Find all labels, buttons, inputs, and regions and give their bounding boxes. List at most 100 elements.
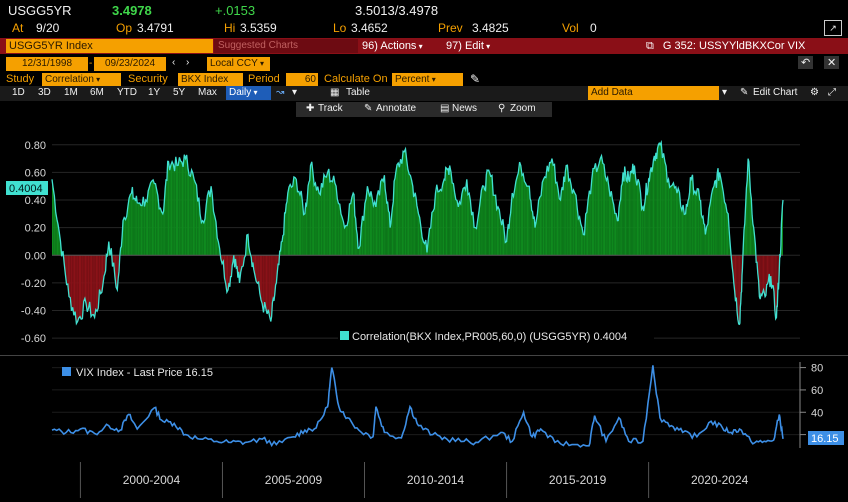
correlation-positive-fill <box>716 173 718 256</box>
period-3d[interactable]: 3D <box>38 87 51 98</box>
correlation-positive-fill <box>392 201 394 256</box>
vix-line <box>51 365 784 448</box>
correlation-positive-fill <box>521 173 524 256</box>
study-select[interactable]: Correlation <box>42 73 121 87</box>
correlation-positive-fill <box>167 161 169 256</box>
edit-chart-button[interactable]: Edit Chart <box>753 87 798 98</box>
news-button[interactable]: News <box>452 103 478 114</box>
end-date-input[interactable]: 09/23/2024 <box>94 57 166 71</box>
correlation-positive-fill <box>514 181 516 256</box>
correlation-positive-fill <box>396 163 399 256</box>
study-security-input[interactable]: BKX Index <box>178 73 243 87</box>
currency-select[interactable]: Local CCY <box>207 57 270 71</box>
undo-icon[interactable]: ↶ <box>798 56 814 69</box>
correlation-positive-fill <box>562 176 564 256</box>
period-label: Period <box>248 73 280 85</box>
period-input[interactable]: 60 <box>286 73 318 87</box>
annotate-button[interactable]: Annotate <box>376 103 417 114</box>
settings-icon[interactable]: ⚙ <box>810 87 819 98</box>
correlation-positive-fill <box>714 180 716 256</box>
suggested-charts-button[interactable]: Suggested Charts <box>214 39 358 53</box>
correlation-positive-fill <box>632 163 634 256</box>
correlation-positive-fill <box>308 182 309 256</box>
correlation-positive-fill <box>301 190 303 256</box>
correlation-positive-fill <box>340 214 343 256</box>
correlation-legend-box <box>338 329 654 343</box>
correlation-positive-fill <box>519 162 521 256</box>
correlation-positive-fill <box>606 177 608 256</box>
correlation-negative-fill <box>94 255 96 318</box>
vix-chart[interactable]: 80604020 VIX Index - Last Price 16.15 16… <box>0 356 848 462</box>
track-button[interactable]: Track <box>318 103 343 114</box>
popout-icon[interactable]: ↗ <box>824 20 842 36</box>
correlation-positive-fill <box>678 188 680 256</box>
add-data-input[interactable]: Add Data <box>588 86 719 100</box>
correlation-positive-fill <box>526 186 529 256</box>
correlation-positive-fill <box>387 201 389 256</box>
correlation-positive-fill <box>338 203 340 256</box>
correlation-positive-fill <box>572 190 574 256</box>
correlation-positive-fill <box>725 204 727 256</box>
correlation-positive-fill <box>386 194 387 256</box>
correlation-positive-fill <box>325 176 327 256</box>
correlation-positive-fill <box>458 201 460 256</box>
period-5y[interactable]: 5Y <box>173 87 186 98</box>
correlation-positive-fill <box>371 191 373 256</box>
security-field[interactable]: USGG5YR Index <box>6 39 213 53</box>
correlation-ytick-label: 0.40 <box>25 195 46 207</box>
calc-select[interactable]: Percent <box>392 73 463 87</box>
correlation-positive-fill <box>200 214 202 256</box>
correlation-positive-fill <box>477 211 479 256</box>
period-1y[interactable]: 1Y <box>148 87 161 98</box>
correlation-positive-fill <box>315 183 317 256</box>
close-icon[interactable]: ✕ <box>824 56 840 69</box>
frequency-select[interactable]: Daily <box>226 86 271 100</box>
correlation-positive-fill <box>505 241 507 256</box>
period-1d[interactable]: 1D <box>12 87 25 98</box>
correlation-positive-fill <box>616 213 618 256</box>
correlation-positive-fill <box>144 200 146 256</box>
period-6m[interactable]: 6M <box>90 87 104 98</box>
correlation-positive-fill <box>627 170 628 256</box>
correlation-positive-fill <box>468 193 470 256</box>
correlation-positive-fill <box>663 153 665 256</box>
correlation-positive-fill <box>442 179 445 256</box>
prev-range-icon[interactable]: ‹ <box>172 57 176 68</box>
correlation-positive-fill <box>298 191 300 256</box>
correlation-positive-fill <box>667 179 669 256</box>
correlation-positive-fill <box>619 199 621 256</box>
correlation-positive-fill <box>345 225 348 256</box>
correlation-positive-fill <box>459 201 461 256</box>
correlation-negative-fill <box>95 255 98 312</box>
correlation-positive-fill <box>674 186 676 256</box>
correlation-negative-fill <box>70 255 72 311</box>
correlation-positive-fill <box>631 163 633 256</box>
period-max[interactable]: Max <box>198 87 217 98</box>
correlation-positive-fill <box>196 185 198 256</box>
actions-menu[interactable]: 96) Actions <box>362 39 423 53</box>
external-link-icon[interactable]: ⧉ <box>646 40 654 52</box>
line-chart-icon[interactable]: ↝ <box>276 87 285 98</box>
correlation-negative-fill <box>759 255 761 300</box>
chart-type-dropdown-icon[interactable]: ▾ <box>292 87 298 98</box>
correlation-positive-fill <box>518 162 520 256</box>
correlation-positive-fill <box>524 181 526 256</box>
correlation-positive-fill <box>286 201 287 256</box>
next-range-icon[interactable]: › <box>186 57 190 68</box>
expand-icon[interactable]: ⤢ <box>828 87 836 98</box>
period-1m[interactable]: 1M <box>64 87 78 98</box>
correlation-chart[interactable]: 0.80 0.60 0.40 0.20 0.00 -0.20 -0.40 -0.60 Corr… <box>0 117 848 354</box>
zoom-button[interactable]: Zoom <box>510 103 536 114</box>
edit-menu[interactable]: 97) Edit <box>446 39 490 53</box>
zoom-icon: ⚲ <box>498 103 506 114</box>
correlation-ytick-label: 0.80 <box>25 140 46 152</box>
add-data-dropdown-icon[interactable]: ▾ <box>722 87 728 98</box>
correlation-positive-fill <box>529 186 531 256</box>
period-ytd[interactable]: YTD <box>117 87 137 98</box>
pencil-icon[interactable]: ✎ <box>470 72 481 86</box>
table-button[interactable]: Table <box>346 87 370 98</box>
correlation-positive-fill <box>336 186 338 256</box>
start-date-input[interactable]: 12/31/1998 <box>6 57 88 71</box>
correlation-positive-fill <box>638 179 640 256</box>
correlation-positive-fill <box>568 179 570 256</box>
